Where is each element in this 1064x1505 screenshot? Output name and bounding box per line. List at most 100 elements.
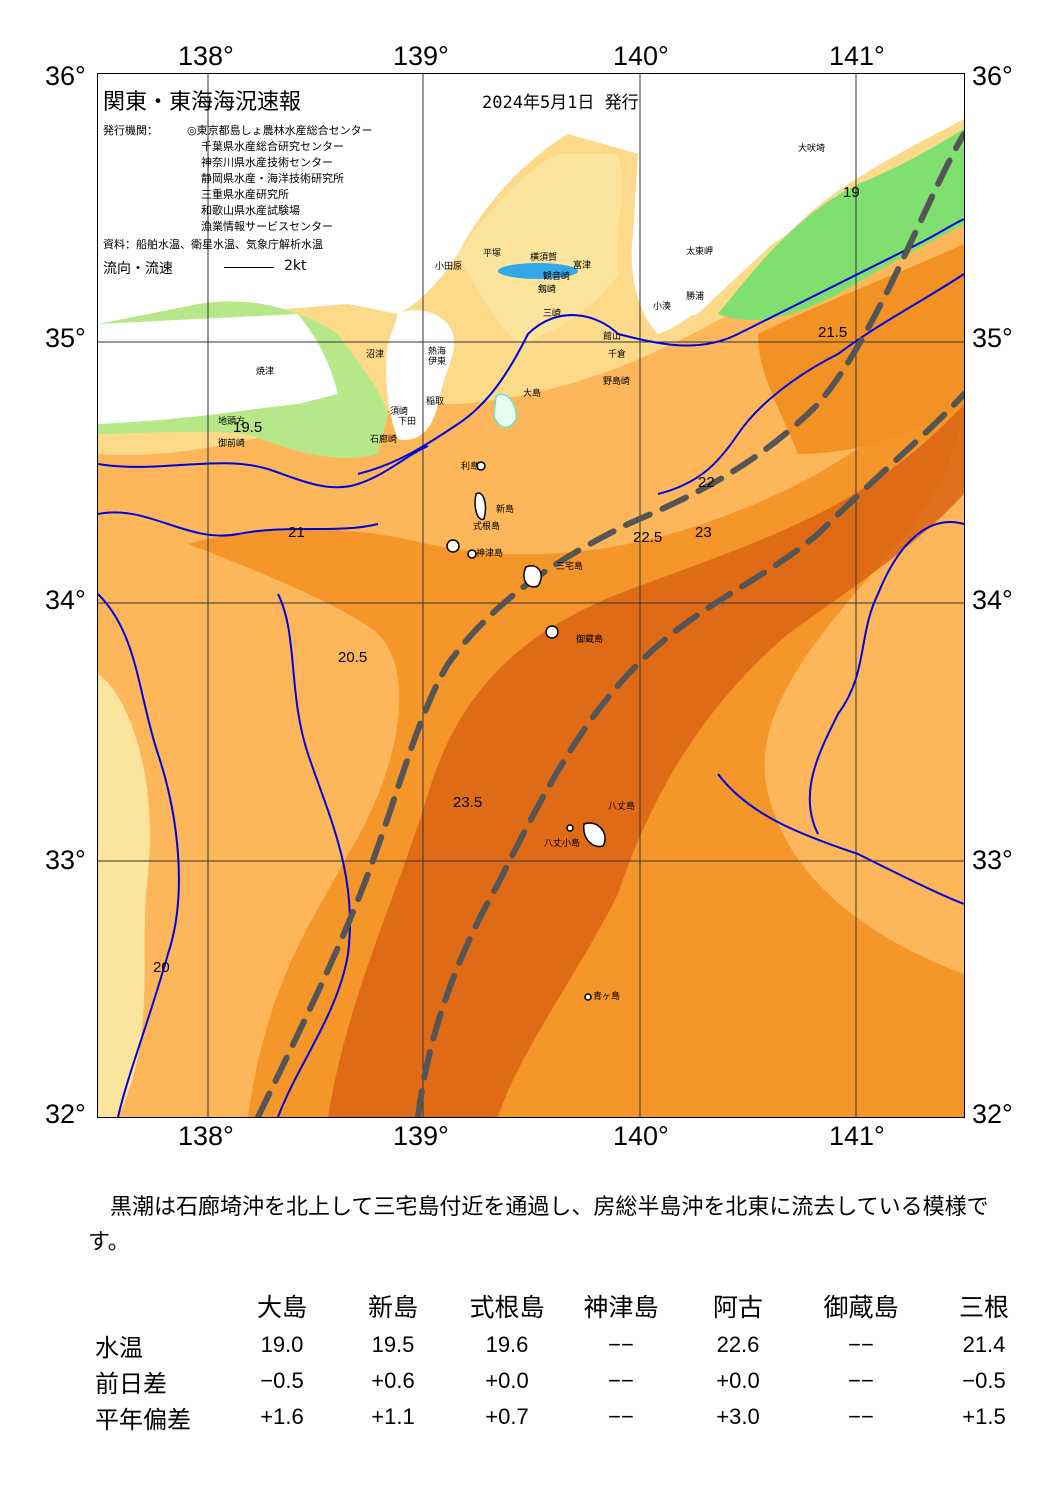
place-label: 観音崎 bbox=[543, 272, 571, 282]
lat-label-left-33: 33° bbox=[45, 845, 86, 875]
isotherm-label: 22.5 bbox=[633, 529, 663, 546]
flow-legend-value: 2kt bbox=[284, 258, 307, 274]
publisher-2: 神奈川県水産技術センター bbox=[201, 156, 333, 169]
lat-label-left-32: 32° bbox=[45, 1099, 86, 1129]
place-label: 富津 bbox=[573, 261, 592, 271]
issue-date: 2024年5月1日 発行 bbox=[482, 93, 639, 113]
place-label: 御蔵島 bbox=[576, 635, 604, 645]
isotherm-lines bbox=[98, 218, 964, 1117]
publisher-0: ◎東京都島しょ農林水産総合センター bbox=[187, 124, 373, 137]
place-label: 新島 bbox=[496, 505, 515, 515]
place-label: 大島 bbox=[523, 389, 542, 399]
lat-label-right-35: 35° bbox=[972, 323, 1013, 353]
place-label: 御前崎 bbox=[218, 439, 246, 449]
summary-text: 黒潮は石廊埼沖を北上して三宅島付近を通過し、房総半島沖を北東に流去している模様で… bbox=[88, 1195, 989, 1256]
lat-label-right-32: 32° bbox=[972, 1099, 1013, 1129]
map-title: 関東・東海海況速報 bbox=[103, 90, 302, 115]
place-label: 地頭方 bbox=[218, 417, 246, 427]
lat-label-left-35: 35° bbox=[45, 323, 86, 353]
place-label: 大吠埼 bbox=[798, 144, 826, 154]
sea-hot-zone bbox=[328, 404, 964, 1117]
lon-label-bottom-140: 140° bbox=[613, 1121, 669, 1151]
table-cell: −− bbox=[848, 1368, 874, 1393]
table-cell: −0.5 bbox=[260, 1368, 304, 1393]
table-cell: +3.0 bbox=[716, 1404, 760, 1429]
publisher-6: 漁業情報サービスセンター bbox=[201, 220, 333, 233]
table-header-blank bbox=[95, 1285, 227, 1327]
place-label: 館山 bbox=[603, 332, 622, 342]
table-header: 新島 bbox=[367, 1293, 418, 1322]
place-label: 八丈小島 bbox=[544, 839, 581, 849]
place-label: 三宅島 bbox=[556, 562, 584, 572]
place-label: 三崎 bbox=[543, 309, 562, 319]
publisher-4: 三重県水産研究所 bbox=[201, 188, 289, 201]
table-header: 神津島 bbox=[583, 1293, 659, 1322]
sea-temperature-map: 関東・東海海況速報 2024年5月1日 発行 発行機関： ◎東京都島しょ農林水産… bbox=[97, 73, 965, 1118]
isotherm-label: 23.5 bbox=[453, 794, 483, 811]
land-chiba-east bbox=[738, 94, 964, 251]
isotherm-label: 20.5 bbox=[338, 649, 368, 666]
lon-label-top-139: 139° bbox=[393, 41, 449, 71]
table-cell: 22.6 bbox=[716, 1332, 760, 1357]
sea-cold-boso bbox=[718, 129, 964, 321]
lon-label-top-138: 138° bbox=[178, 41, 234, 71]
place-label: 焼津 bbox=[256, 367, 275, 377]
publisher-1: 千葉県水産総合研究センター bbox=[201, 140, 344, 153]
table-cell: +1.6 bbox=[260, 1404, 304, 1429]
isotherm-label: 20 bbox=[153, 959, 170, 976]
table-cell: −− bbox=[608, 1404, 634, 1429]
place-label: 伊東 bbox=[428, 357, 447, 367]
lon-label-bottom-141: 141° bbox=[829, 1121, 885, 1151]
land-izu bbox=[386, 310, 455, 440]
place-label: 剱崎 bbox=[538, 285, 557, 295]
table-cell: +0.0 bbox=[716, 1368, 760, 1393]
lat-label-right-34: 34° bbox=[972, 585, 1013, 615]
table-cell: 21.4 bbox=[962, 1332, 1006, 1357]
place-label: 小田原 bbox=[435, 262, 463, 272]
map-canvas bbox=[98, 74, 964, 1117]
isotherm-label: 19 bbox=[843, 184, 860, 201]
lake bbox=[498, 263, 578, 279]
place-label: 熱海 bbox=[428, 347, 447, 357]
lon-label-top-141: 141° bbox=[829, 41, 885, 71]
place-label: 野島崎 bbox=[603, 377, 631, 387]
isotherm-label: 21.5 bbox=[818, 324, 848, 341]
lat-label-right-36: 36° bbox=[972, 61, 1013, 91]
sea-cool-west bbox=[98, 674, 150, 1117]
row-label: 水温 bbox=[95, 1333, 143, 1362]
land-boso bbox=[631, 146, 742, 334]
isotherm-label: 22 bbox=[698, 474, 715, 491]
table-cell: −− bbox=[608, 1368, 634, 1393]
table-row: 前日差 −0.5 +0.6 +0.0 −− +0.0 −− −0.5 bbox=[95, 1363, 1045, 1399]
table-cell: 19.6 bbox=[485, 1332, 529, 1357]
publisher-5: 和歌山県水産試験場 bbox=[201, 204, 300, 217]
lat-label-left-34: 34° bbox=[45, 585, 86, 615]
place-label: 千倉 bbox=[608, 350, 627, 360]
table-header: 阿古 bbox=[712, 1293, 763, 1322]
lat-label-right-33: 33° bbox=[972, 845, 1013, 875]
publisher-3: 静岡県水産・海洋技術研究所 bbox=[201, 172, 344, 185]
lon-label-top-140: 140° bbox=[613, 41, 669, 71]
place-label: 八丈島 bbox=[608, 802, 636, 812]
table-cell: −− bbox=[608, 1332, 634, 1357]
table-cell: −− bbox=[848, 1404, 874, 1429]
table-row: 水温 19.0 19.5 19.6 −− 22.6 −− 21.4 bbox=[95, 1327, 1045, 1363]
place-label: 勝浦 bbox=[686, 292, 705, 302]
isotherm-label: 19.5 bbox=[233, 419, 263, 436]
land-north bbox=[98, 74, 964, 324]
table-cell: −− bbox=[848, 1332, 874, 1357]
place-label: 式根島 bbox=[473, 522, 501, 532]
table-cell: +0.0 bbox=[485, 1368, 529, 1393]
place-label: 横須賀 bbox=[530, 253, 558, 263]
table-row: 平年偏差 +1.6 +1.1 +0.7 −− +3.0 −− +1.5 bbox=[95, 1399, 1045, 1435]
islands bbox=[446, 393, 606, 1001]
table-cell: −0.5 bbox=[962, 1368, 1006, 1393]
publisher-heading: 発行機関： bbox=[103, 124, 158, 137]
isotherm-label: 21 bbox=[288, 524, 305, 541]
place-label: 須崎 bbox=[390, 407, 409, 417]
table-cell: 19.0 bbox=[260, 1332, 304, 1357]
place-label: 神津島 bbox=[476, 549, 504, 559]
place-label: 青ヶ島 bbox=[593, 992, 621, 1002]
place-label: 平塚 bbox=[483, 249, 502, 259]
graticule bbox=[98, 74, 964, 1117]
